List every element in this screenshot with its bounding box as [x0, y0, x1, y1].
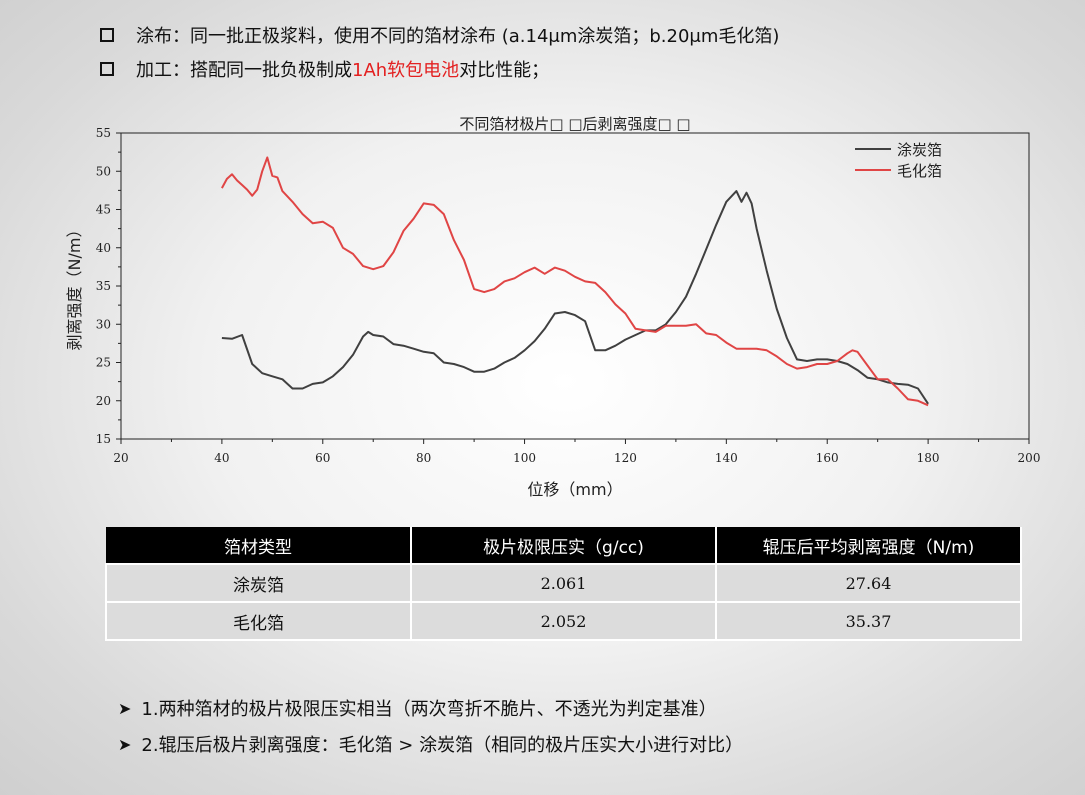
bullet-coating: 涂布：同一批正极浆料，使用不同的箔材涂布 (a.14μm涂炭箔；b.20μm毛化…: [100, 18, 779, 52]
conclusion-text: 1.两种箔材的极片极限压实相当（两次弯折不脆片、不透光为判定基准）: [141, 699, 717, 720]
legend-label-textured: 毛化箔: [897, 162, 942, 180]
square-bullet-icon: [100, 28, 114, 42]
x-tick-label: 40: [214, 451, 229, 465]
x-tick-label: 120: [614, 451, 637, 465]
bullet-processing: 加工：搭配同一批负极制成 1Ah软包电池 对比性能；: [100, 52, 779, 86]
square-bullet-icon: [100, 62, 114, 76]
plot-frame: [120, 132, 1030, 440]
x-tick-label: 60: [315, 451, 330, 465]
y-tick-label: 35: [96, 279, 111, 293]
cell-foil-type: 涂炭箔: [105, 563, 412, 603]
arrow-bullet-icon: ➤: [118, 698, 132, 718]
y-tick-label: 45: [96, 203, 111, 217]
chart-title: 不同箔材极片□ □后剥离强度□ □: [459, 115, 690, 133]
y-tick-label: 20: [96, 394, 111, 408]
arrow-bullet-icon: ➤: [118, 734, 132, 754]
y-tick-label: 40: [96, 241, 111, 255]
peel-strength-chart: 20 40 60 80 100 120 140 160 180 20015202530354045…: [65, 115, 1041, 499]
bullet-coating-text: 涂布：同一批正极浆料，使用不同的箔材涂布 (a.14μm涂炭箔；b.20μm毛化…: [136, 26, 780, 47]
conclusion-item: ➤ 1.两种箔材的极片极限压实相当（两次弯折不脆片、不透光为判定基准）: [118, 690, 743, 726]
y-tick-label: 30: [96, 317, 111, 331]
cell-foil-type: 毛化箔: [105, 601, 412, 641]
bullet-processing-highlight: 1Ah软包电池: [352, 60, 460, 81]
series-line-textured-foil: [221, 156, 929, 407]
y-tick-label: 15: [96, 432, 111, 446]
conclusion-item: ➤ 2.辊压后极片剥离强度：毛化箔 > 涂炭箔（相同的极片压实大小进行对比）: [118, 726, 743, 762]
header-peel-strength: 辊压后平均剥离强度（N/m): [716, 527, 1022, 564]
table-row: 毛化箔 2.052 35.37: [105, 601, 1022, 641]
legend-label-coated: 涂炭箔: [897, 141, 942, 159]
x-tick-label: 80: [416, 451, 431, 465]
cell-compaction: 2.052: [410, 601, 717, 641]
table-header-row: 箔材类型 极片极限压实（g/cc) 辊压后平均剥离强度（N/m): [106, 527, 1022, 564]
y-tick-label: 50: [96, 164, 111, 178]
x-tick-label: 100: [513, 451, 536, 465]
x-tick-label: 140: [715, 451, 738, 465]
conclusion-text: 2.辊压后极片剥离强度：毛化箔 > 涂炭箔（相同的极片压实大小进行对比）: [141, 735, 744, 756]
series-line-coated-foil: [221, 190, 929, 405]
bullet-processing-text-2: 对比性能；: [459, 60, 550, 81]
y-tick-label: 25: [96, 356, 111, 370]
conclusion-list: ➤ 1.两种箔材的极片极限压实相当（两次弯折不脆片、不透光为判定基准） ➤ 2.…: [118, 690, 743, 762]
bullet-list: 涂布：同一批正极浆料，使用不同的箔材涂布 (a.14μm涂炭箔；b.20μm毛化…: [100, 18, 779, 86]
x-tick-label: 180: [917, 451, 940, 465]
cell-peel-strength: 27.64: [715, 563, 1022, 603]
table-row: 涂炭箔 2.061 27.64: [105, 563, 1022, 603]
y-tick-label: 55: [96, 126, 111, 140]
y-axis-label: 剥离强度（N/m）: [65, 222, 84, 351]
x-tick-label: 20: [113, 451, 128, 465]
cell-peel-strength: 35.37: [715, 601, 1022, 641]
cell-compaction: 2.061: [410, 563, 717, 603]
x-tick-label: 200: [1018, 451, 1041, 465]
x-tick-label: 160: [816, 451, 839, 465]
header-foil-type: 箔材类型: [106, 527, 412, 564]
header-compaction: 极片极限压实（g/cc): [411, 527, 717, 564]
legend: 涂炭箔 毛化箔: [855, 141, 942, 180]
bullet-processing-text-1: 加工：搭配同一批负极制成: [136, 60, 352, 81]
x-axis-label: 位移（mm）: [527, 480, 622, 499]
foil-comparison-table: 箔材类型 极片极限压实（g/cc) 辊压后平均剥离强度（N/m) 涂炭箔 2.0…: [105, 527, 1022, 641]
